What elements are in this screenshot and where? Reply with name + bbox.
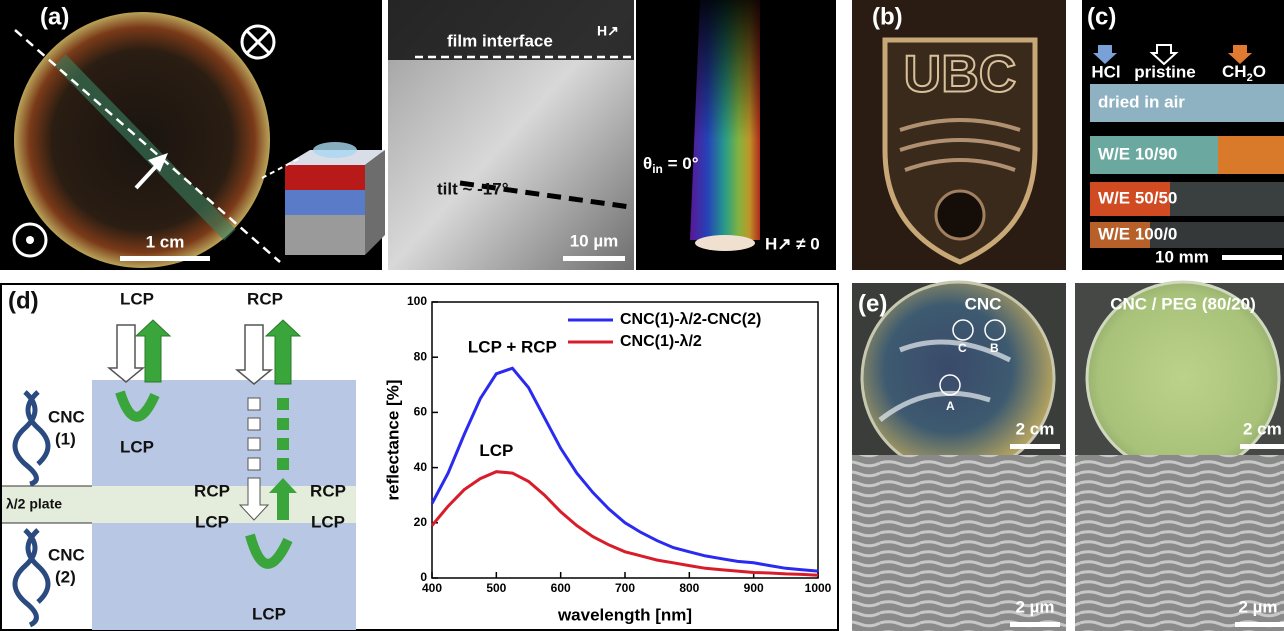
scale-label: 10 mm [1155,247,1209,266]
logo-text: UBC [904,46,1017,104]
formula-end: O [1253,62,1266,81]
x-tick-label: 900 [744,581,764,595]
annotation: LCP + RCP [468,338,557,357]
diagram-label: (2) [55,567,76,586]
panel-b: UBC (b) [852,0,1066,270]
cube-base [285,215,365,255]
y-tick-label: 60 [414,405,428,419]
strip-label: dried in air [1098,92,1185,111]
square [277,418,289,430]
panel-label: (b) [872,3,903,30]
y-axis-label: reflectance [%] [383,380,402,501]
diagram-label: (1) [55,429,76,448]
field-label: H↗ [597,23,619,39]
square [248,418,260,430]
light-spot [695,235,755,251]
shield-sun [936,191,984,239]
diagram-label: RCP [247,289,283,308]
annotation: LCP [479,441,513,460]
diagram-label: LCP [311,512,345,531]
legend-label: CNC(1)-λ/2 [620,333,702,350]
x-axis-label: wavelength [nm] [557,605,692,624]
strip-label: W/E 10/90 [1098,144,1177,163]
strip-label: W/E 50/50 [1098,188,1177,207]
x-tick-label: 600 [551,581,571,595]
diagram-label: LCP [120,437,154,456]
sample-title: CNC [965,294,1002,313]
scale-bar [1240,444,1284,449]
magnet-blue [285,190,365,215]
square [248,458,260,470]
y-tick-label: 100 [407,294,427,308]
scale-label: 1 cm [146,232,185,251]
diagram-label: CNC [48,407,85,426]
sample-dish [313,142,357,158]
strip-reacted [1218,136,1284,174]
sample-title: CNC / PEG (80/20) [1110,294,1256,313]
square [277,438,289,450]
page: { "panels": { "a": {"label": "(a)", "sca… [0,0,1284,631]
diagram-label: LCP [195,512,229,531]
scale-label: 2 cm [1016,419,1055,438]
angle-subscript: in [652,162,663,176]
angle-label: θin = 0° [643,154,699,176]
square [277,458,289,470]
sem-scale-bar [563,256,625,261]
x-tick-label: 400 [422,581,442,595]
square [248,438,260,450]
x-tick-label: 800 [679,581,699,595]
panel-d: LCP RCP CNC (1) LCP λ/2 plate RCP RCP LC… [1,284,838,630]
formula-main: CH [1222,62,1247,81]
diagram-label: λ/2 plate [6,496,62,512]
sem-scale-label: 10 µm [570,231,619,250]
panel-label: (e) [858,290,887,317]
scale-bar [120,256,210,261]
scale-bar [1010,622,1060,627]
panel-e: A B C CNC CNC / PEG (80/20) 2 cm 2 cm 2 … [852,282,1284,631]
y-tick-label: 80 [414,349,428,363]
x-tick-label: 700 [615,581,635,595]
strip-label: W/E 100/0 [1098,224,1177,243]
scale-bar [1235,622,1284,627]
angle-value: = 0° [663,154,699,173]
interface-label: film interface [447,31,553,50]
panel-a: 1 cm (a) film interface H↗ tilt ~ -17° 1… [0,0,836,270]
scale-bar [1222,255,1282,260]
diagram-label: LCP [252,604,286,623]
diagram-label: RCP [310,481,346,500]
scale-label: 2 µm [1238,597,1277,616]
square [277,398,289,410]
legend-label: CNC(1)-λ/2-CNC(2) [620,311,761,328]
scale-bar [1010,444,1060,449]
panel-label: (d) [8,287,39,314]
diagram-label: RCP [194,481,230,500]
x-tick-label: 1000 [805,581,832,595]
scale-label: 2 µm [1015,597,1054,616]
panel-label: (a) [40,3,69,30]
column-label: pristine [1134,62,1195,81]
diagram-label: LCP [120,289,154,308]
scale-label: 2 cm [1243,419,1282,438]
figure: 1 cm (a) film interface H↗ tilt ~ -17° 1… [0,0,1284,631]
out-of-page-dot [26,236,34,244]
x-tick-label: 500 [486,581,506,595]
y-tick-label: 40 [414,460,428,474]
panel-label: (c) [1087,3,1116,30]
spot-label: A [946,399,955,413]
angle-symbol: θ [643,154,652,173]
diagram-label: CNC [48,545,85,564]
square [248,398,260,410]
spot-label: C [958,341,967,355]
panel-c: (c) HCl pristine CH2O dried in air W/E 1… [1082,0,1284,270]
spot-label: B [990,341,999,355]
cone-fade [690,0,770,140]
column-label: HCl [1091,62,1120,81]
magnet-red [285,165,365,190]
tilt-label: tilt ~ -17° [437,179,509,198]
column-label: CH2O [1222,62,1266,83]
field-note: H↗ ≠ 0 [765,234,820,253]
y-tick-label: 20 [414,515,428,529]
